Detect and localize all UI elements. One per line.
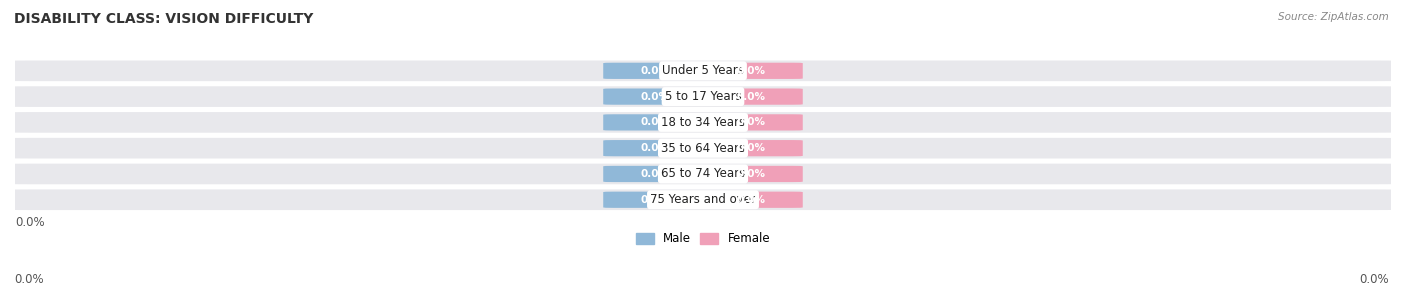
Text: 0.0%: 0.0% (737, 143, 766, 153)
Text: 0.0%: 0.0% (15, 216, 45, 229)
FancyBboxPatch shape (700, 63, 803, 79)
FancyBboxPatch shape (603, 88, 706, 105)
FancyBboxPatch shape (0, 138, 1406, 158)
FancyBboxPatch shape (700, 88, 803, 105)
FancyBboxPatch shape (0, 86, 1406, 107)
FancyBboxPatch shape (700, 140, 803, 156)
Text: 18 to 34 Years: 18 to 34 Years (661, 116, 745, 129)
FancyBboxPatch shape (603, 192, 706, 208)
Text: 0.0%: 0.0% (640, 66, 669, 76)
FancyBboxPatch shape (603, 166, 706, 182)
Text: 0.0%: 0.0% (14, 273, 44, 286)
FancyBboxPatch shape (603, 63, 706, 79)
Text: Source: ZipAtlas.com: Source: ZipAtlas.com (1278, 12, 1389, 22)
Text: 35 to 64 Years: 35 to 64 Years (661, 142, 745, 155)
FancyBboxPatch shape (700, 166, 803, 182)
Text: 0.0%: 0.0% (737, 117, 766, 127)
Text: 0.0%: 0.0% (737, 195, 766, 205)
FancyBboxPatch shape (700, 114, 803, 130)
Text: 5 to 17 Years: 5 to 17 Years (665, 90, 741, 103)
Text: 75 Years and over: 75 Years and over (650, 193, 756, 206)
FancyBboxPatch shape (0, 112, 1406, 133)
Text: 0.0%: 0.0% (640, 117, 669, 127)
Text: 65 to 74 Years: 65 to 74 Years (661, 168, 745, 181)
Text: Under 5 Years: Under 5 Years (662, 64, 744, 77)
Legend: Male, Female: Male, Female (631, 228, 775, 250)
FancyBboxPatch shape (700, 192, 803, 208)
FancyBboxPatch shape (0, 189, 1406, 210)
Text: 0.0%: 0.0% (737, 66, 766, 76)
Text: 0.0%: 0.0% (640, 169, 669, 179)
Text: 0.0%: 0.0% (1360, 273, 1389, 286)
FancyBboxPatch shape (603, 140, 706, 156)
FancyBboxPatch shape (0, 60, 1406, 81)
Text: 0.0%: 0.0% (640, 195, 669, 205)
Text: 0.0%: 0.0% (640, 143, 669, 153)
Text: DISABILITY CLASS: VISION DIFFICULTY: DISABILITY CLASS: VISION DIFFICULTY (14, 12, 314, 26)
FancyBboxPatch shape (603, 114, 706, 130)
Text: 0.0%: 0.0% (737, 169, 766, 179)
Text: 0.0%: 0.0% (640, 92, 669, 102)
Text: 0.0%: 0.0% (737, 92, 766, 102)
FancyBboxPatch shape (0, 164, 1406, 184)
